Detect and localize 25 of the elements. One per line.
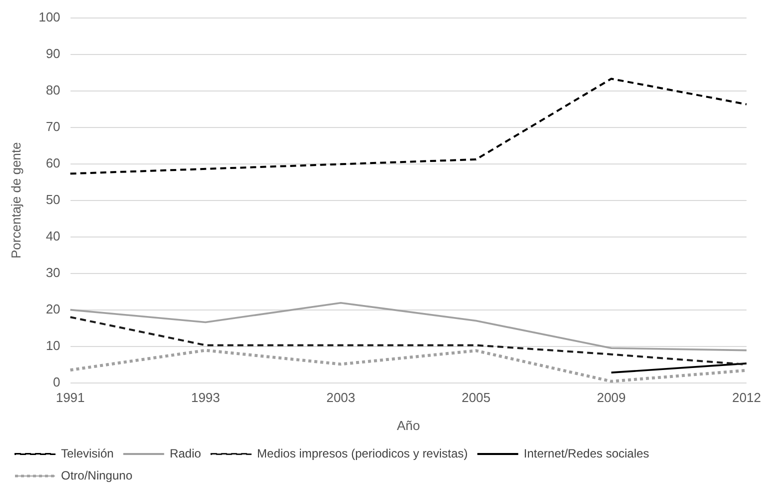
y-tick-label: 30 <box>46 264 60 280</box>
x-tick-label: 2009 <box>596 390 626 406</box>
y-axis-title: Porcentaje de gente <box>8 142 24 258</box>
y-tick-label: 70 <box>46 118 60 134</box>
y-tick-label: 80 <box>46 82 60 98</box>
y-tick-label: 50 <box>46 192 60 207</box>
x-tick-label: 2012 <box>732 390 761 406</box>
y-tick-label: 100 <box>38 9 60 24</box>
x-axis-title: Año <box>396 418 420 433</box>
y-tick-label: 10 <box>46 338 60 353</box>
legend-label: Internet/Redes sociales <box>524 446 650 460</box>
legend-label: Radio <box>170 446 202 460</box>
legend-label: Televisión <box>61 446 114 460</box>
legend-label: Otro/Ninguno <box>61 468 133 482</box>
legend-label: Medios impresos (periodicos y revistas) <box>257 446 468 460</box>
y-tick-label: 20 <box>46 301 60 316</box>
x-tick-label: 1991 <box>56 390 85 406</box>
y-tick-label: 40 <box>46 228 60 244</box>
line-series <box>69 78 748 175</box>
x-tick-label: 1993 <box>191 390 220 406</box>
y-tick-label: 60 <box>46 155 60 170</box>
y-tick-label: 0 <box>53 374 60 390</box>
y-tick-label: 90 <box>46 46 60 61</box>
x-tick-label: 2005 <box>462 390 490 406</box>
x-tick-label: 2003 <box>326 390 356 406</box>
